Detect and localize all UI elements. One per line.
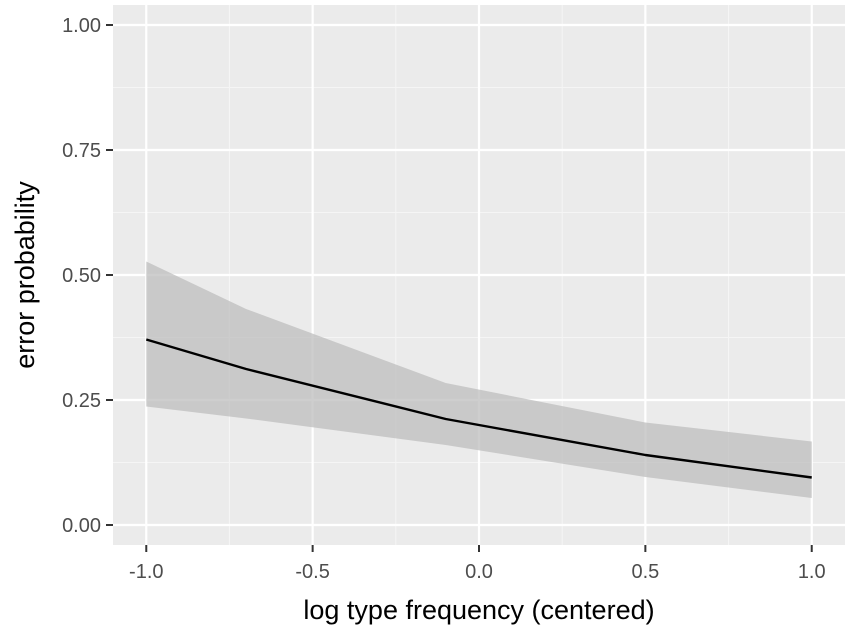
series-lines bbox=[145, 338, 812, 479]
y-tick-label: 1.00 bbox=[62, 15, 101, 37]
x-tick-label: -1.0 bbox=[129, 561, 163, 583]
y-tick-label: 0.25 bbox=[62, 390, 101, 412]
y-tick-label: 0.50 bbox=[62, 265, 101, 287]
y-axis-title: error probability bbox=[10, 181, 40, 369]
confidence-ribbon bbox=[146, 261, 812, 498]
confidence-ribbons bbox=[146, 261, 812, 498]
y-axis: 0.00 0.25 0.50 0.75 1.00 bbox=[62, 15, 113, 537]
x-tick-label: 0.0 bbox=[465, 561, 493, 583]
x-tick-label: -0.5 bbox=[295, 561, 329, 583]
x-axis-title: log type frequency (centered) bbox=[303, 595, 654, 625]
y-tick-label: 0.75 bbox=[62, 140, 101, 162]
y-tick-label: 0.00 bbox=[62, 515, 101, 537]
x-tick-label: 0.5 bbox=[631, 561, 659, 583]
x-tick-label: 1.0 bbox=[798, 561, 826, 583]
x-axis: -1.0 -0.5 0.0 0.5 1.0 bbox=[129, 545, 826, 583]
series-line bbox=[145, 338, 812, 479]
